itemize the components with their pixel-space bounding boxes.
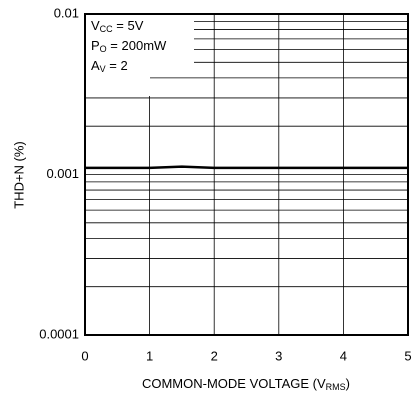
y-tick-label: 0.01: [54, 5, 79, 20]
plot-frame: [84, 13, 409, 336]
y-tick-label: 0.001: [46, 166, 79, 181]
annotation: PO = 200mW: [91, 38, 167, 54]
annotation-background: [86, 15, 194, 65]
data-line: [85, 165, 408, 170]
x-tick-label: 1: [146, 348, 153, 363]
annotation: AV = 2: [91, 58, 128, 74]
annotation-background: [86, 64, 150, 96]
annotation-main: V: [91, 18, 100, 33]
x-tick-label: 4: [340, 348, 347, 363]
y-tick-label: 0.0001: [39, 326, 79, 341]
annotation-sub: V: [100, 64, 106, 74]
x-tick-label: 2: [211, 348, 218, 363]
annotation-main: A: [91, 58, 100, 73]
x-tick-label: 5: [404, 348, 411, 363]
x-axis-label: COMMON-MODE VOLTAGE (VRMS): [142, 376, 350, 392]
x-axis-label-sub: RMS: [326, 382, 346, 392]
x-tick-label: 3: [275, 348, 282, 363]
annotation-sub: CC: [100, 24, 113, 34]
x-axis-label-main: COMMON-MODE VOLTAGE (V: [142, 376, 326, 391]
annotation-rest: = 5V: [113, 18, 144, 33]
annotation-sub: O: [100, 44, 107, 54]
x-axis-label-end: ): [346, 376, 350, 391]
y-axis-label: THD+N (%): [11, 141, 26, 209]
annotation-rest: = 2: [106, 58, 128, 73]
annotation: VCC = 5V: [91, 18, 144, 34]
annotation-main: P: [91, 38, 100, 53]
annotation-rest: = 200mW: [107, 38, 167, 53]
x-tick-label: 0: [81, 348, 88, 363]
